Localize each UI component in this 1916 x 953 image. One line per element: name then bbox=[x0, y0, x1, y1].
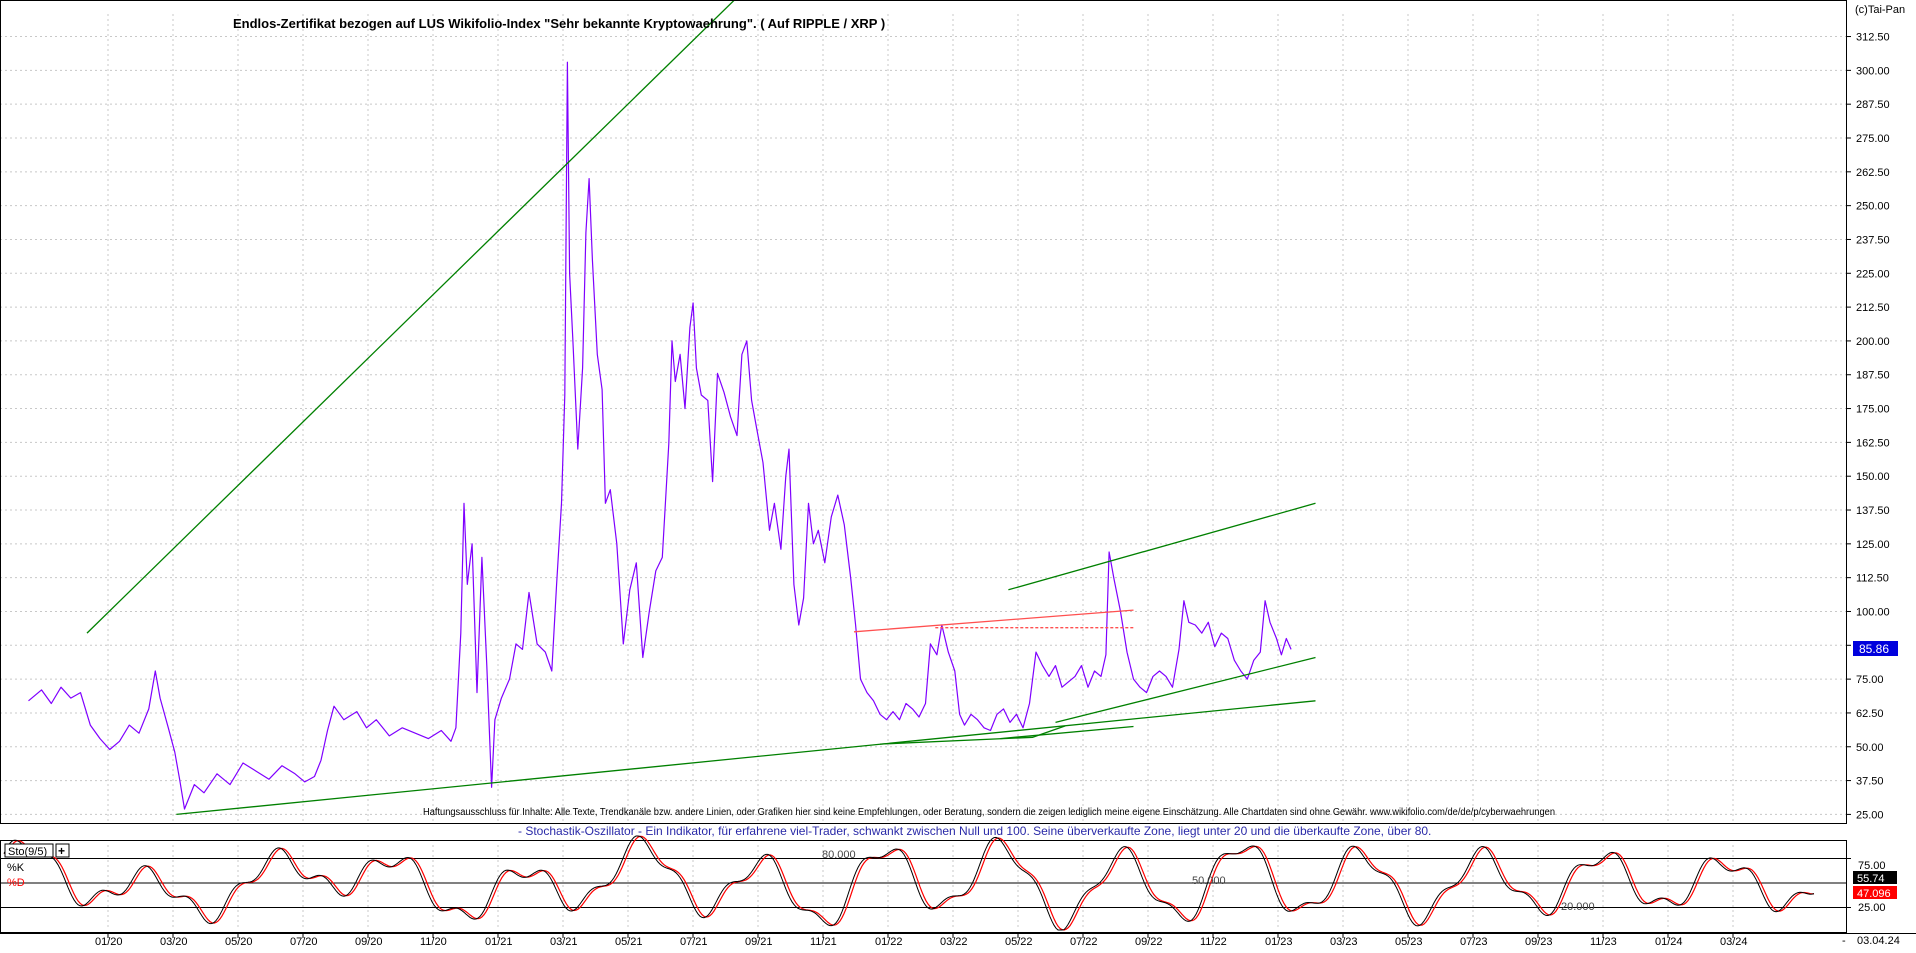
d-last-value: 47.096 bbox=[1857, 888, 1891, 900]
x-tick-label: 03/21 bbox=[550, 936, 578, 948]
x-tick-label: 01/24 bbox=[1655, 936, 1683, 948]
y-tick-label: 162.50 bbox=[1856, 437, 1890, 449]
y-tick-label: 275.00 bbox=[1856, 133, 1890, 145]
y-tick-label: 150.00 bbox=[1856, 471, 1890, 483]
y-tick-label: 287.50 bbox=[1856, 99, 1890, 111]
x-tick-label: 03/22 bbox=[940, 936, 968, 948]
x-tick-label: 11/20 bbox=[420, 936, 447, 948]
y-tick-label: 225.00 bbox=[1856, 268, 1890, 280]
price-line-0 bbox=[28, 61, 1292, 810]
x-tick-label: 01/20 bbox=[95, 936, 123, 948]
last-price-label: 85.86 bbox=[1859, 642, 1889, 656]
x-tick-label: 11/21 bbox=[810, 936, 837, 948]
y-tick-label: 250.00 bbox=[1856, 201, 1890, 213]
y-tick-label: 237.50 bbox=[1856, 234, 1890, 246]
series-layer bbox=[28, 0, 1316, 816]
chart-title: Endlos-Zertifikat bezogen auf LUS Wikifo… bbox=[233, 16, 885, 31]
y-tick-label: 62.50 bbox=[1856, 708, 1884, 720]
trend-line-6 bbox=[1000, 725, 1134, 740]
k-legend-label: %K bbox=[7, 862, 25, 874]
x-tick-label: 01/21 bbox=[485, 936, 513, 948]
stoch-d-line bbox=[3, 835, 1814, 931]
y-tick-label: 137.50 bbox=[1856, 505, 1890, 517]
copyright-label: (c)Tai-Pan bbox=[1855, 4, 1905, 16]
osc-level-50: 50.000 bbox=[1192, 875, 1226, 887]
y-tick-label: 312.50 bbox=[1856, 32, 1890, 44]
y-tick-label: 262.50 bbox=[1856, 167, 1890, 179]
osc-tick-25: 25.00 bbox=[1858, 902, 1886, 914]
k-last-value: 55.74 bbox=[1857, 873, 1885, 885]
y-tick-label: 175.00 bbox=[1856, 404, 1890, 416]
x-tick-label: 05/21 bbox=[615, 936, 643, 948]
trend-line-5 bbox=[879, 725, 1066, 745]
x-tick-label: 03/23 bbox=[1330, 936, 1358, 948]
oscillator-label: Sto(9/5) bbox=[8, 846, 47, 858]
y-tick-label: 25.00 bbox=[1856, 809, 1884, 821]
y-tick-label: 75.00 bbox=[1856, 674, 1884, 686]
oscillator-layer bbox=[0, 835, 1851, 931]
y-tick-label: 125.00 bbox=[1856, 539, 1890, 551]
minus-glyph: - bbox=[1842, 935, 1846, 947]
x-tick-label: 05/22 bbox=[1005, 936, 1033, 948]
x-tick-label: 11/22 bbox=[1200, 936, 1227, 948]
oscillator-description: - Stochastik-Oszillator - Ein Indikator,… bbox=[518, 824, 1431, 838]
x-tick-label: 09/22 bbox=[1135, 936, 1163, 948]
x-tick-label: 03/20 bbox=[160, 936, 188, 948]
x-tick-label: 05/23 bbox=[1395, 936, 1423, 948]
x-tick-label: 01/23 bbox=[1265, 936, 1293, 948]
x-tick-label: 07/22 bbox=[1070, 936, 1098, 948]
x-tick-label: 03/24 bbox=[1720, 936, 1748, 948]
x-tick-label: 01/22 bbox=[875, 936, 903, 948]
expand-icon-glyph: + bbox=[58, 844, 65, 858]
y-tick-label: 37.50 bbox=[1856, 776, 1884, 788]
y-tick-label: 112.50 bbox=[1856, 573, 1889, 585]
y-tick-label: 300.00 bbox=[1856, 65, 1890, 77]
k-last-value-bg bbox=[1853, 871, 1897, 884]
oscillator-panel-frame bbox=[0, 840, 1847, 933]
end-date-label: 03.04.24 bbox=[1857, 935, 1900, 947]
x-tick-label: 09/20 bbox=[355, 936, 383, 948]
price-panel-frame bbox=[0, 0, 1847, 824]
x-tick-label: 11/23 bbox=[1590, 936, 1617, 948]
x-tick-label: 09/21 bbox=[745, 936, 773, 948]
osc-level-20: 20.000 bbox=[1561, 901, 1595, 913]
x-tick-label: 07/20 bbox=[290, 936, 318, 948]
trend-line-4 bbox=[1008, 502, 1316, 591]
y-tick-label: 50.00 bbox=[1856, 742, 1884, 754]
trend-line-2 bbox=[176, 700, 1316, 816]
osc-level-80: 80.000 bbox=[822, 849, 856, 861]
oscillator-label-box[interactable] bbox=[4, 843, 54, 858]
trend-line-3 bbox=[1055, 656, 1316, 724]
last-price-bg bbox=[1853, 641, 1898, 656]
x-tick-label: 09/23 bbox=[1525, 936, 1553, 948]
disclaimer-text: Haftungsausschluss für Inhalte: Alle Tex… bbox=[423, 807, 1555, 818]
y-tick-label: 100.00 bbox=[1856, 606, 1890, 618]
d-legend-label: %D bbox=[7, 877, 25, 889]
osc-tick-75: 75.00 bbox=[1858, 860, 1886, 872]
grid-layer bbox=[0, 14, 1846, 930]
y-tick-label: 187.50 bbox=[1856, 370, 1890, 382]
stoch-k-line bbox=[3, 835, 1815, 931]
trend-line-1 bbox=[86, 0, 736, 634]
x-tick-label: 07/23 bbox=[1460, 936, 1488, 948]
y-tick-label: 200.00 bbox=[1856, 336, 1890, 348]
d-last-value-bg bbox=[1853, 886, 1897, 899]
expand-icon[interactable] bbox=[55, 843, 70, 858]
resistance-line-7 bbox=[853, 609, 1134, 633]
x-tick-label: 05/20 bbox=[225, 936, 253, 948]
y-tick-label: 212.50 bbox=[1856, 302, 1890, 314]
x-tick-label: 07/21 bbox=[680, 936, 708, 948]
